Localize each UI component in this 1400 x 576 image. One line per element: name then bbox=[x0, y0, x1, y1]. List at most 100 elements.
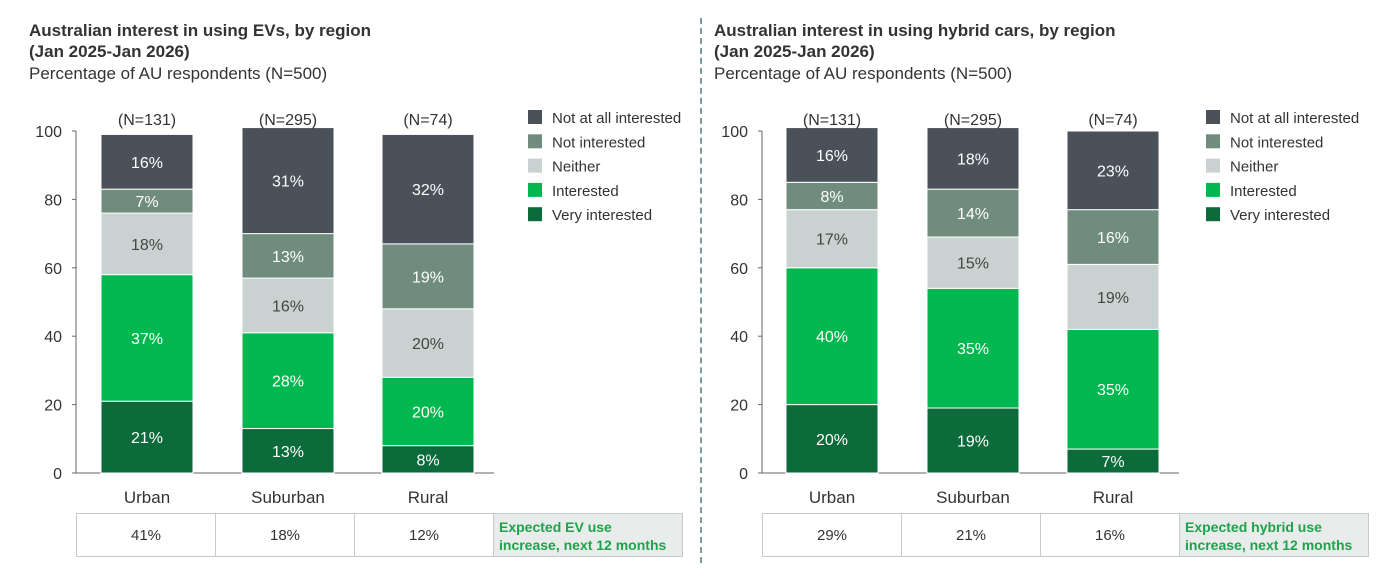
bar-segment-suburban-interested bbox=[241, 332, 335, 430]
y-tick-label: 100 bbox=[721, 124, 748, 141]
data-label: 17% bbox=[816, 232, 848, 249]
bar-segment-urban-interested bbox=[785, 267, 879, 406]
footer-label-line1: Expected EV use bbox=[499, 519, 612, 535]
x-tick-label: Rural bbox=[1093, 488, 1134, 507]
legend-label-not-at-all-interested: Not at all interested bbox=[1230, 110, 1359, 127]
y-tick-label: 80 bbox=[44, 192, 62, 209]
hybrid-interest-panel: Australian interest in using hybrid cars… bbox=[700, 0, 1390, 576]
footer-label: Expected EV use increase, next 12 months bbox=[493, 513, 683, 557]
y-tick-label: 100 bbox=[35, 124, 62, 141]
legend-swatch-not-at-all-interested bbox=[528, 110, 542, 124]
sample-size-label: (N=295) bbox=[259, 112, 317, 129]
bar-segment-rural-not-interested bbox=[381, 243, 475, 310]
bar-segment-urban-very-interested bbox=[785, 404, 879, 474]
legend-swatch-very-interested bbox=[1206, 207, 1220, 222]
bar-segment-suburban-not-at-all-interested bbox=[241, 127, 335, 235]
legend-label-interested: Interested bbox=[552, 183, 619, 200]
data-label: 19% bbox=[957, 434, 989, 451]
bar-segment-suburban-not-interested bbox=[926, 188, 1020, 238]
data-label: 13% bbox=[272, 249, 304, 266]
legend-swatch-not-at-all-interested bbox=[1206, 110, 1220, 124]
bar-segment-suburban-very-interested bbox=[241, 428, 335, 474]
legend-label-not-interested: Not interested bbox=[552, 134, 645, 151]
legend-swatch-neither bbox=[528, 158, 542, 173]
data-label: 20% bbox=[816, 432, 848, 449]
bar-segment-rural-neither bbox=[1066, 263, 1160, 330]
bar-segment-rural-very-interested bbox=[381, 445, 475, 474]
y-tick-label: 40 bbox=[44, 329, 62, 346]
chart-title-line1: Australian interest in using EVs, by reg… bbox=[29, 21, 371, 40]
sample-size-label: (N=74) bbox=[403, 112, 452, 129]
ev-interest-panel: Australian interest in using EVs, by reg… bbox=[0, 0, 690, 576]
footer-value-urban: 29% bbox=[762, 513, 902, 557]
data-label: 16% bbox=[272, 298, 304, 315]
chart-title-line2: (Jan 2025-Jan 2026) bbox=[714, 42, 875, 61]
legend-swatch-interested bbox=[1206, 182, 1220, 197]
footer-value-suburban: 21% bbox=[901, 513, 1041, 557]
sample-size-label: (N=295) bbox=[944, 112, 1002, 129]
bar-segment-urban-not-at-all-interested bbox=[785, 127, 879, 183]
footer-value-rural: 16% bbox=[1040, 513, 1180, 557]
data-label: 16% bbox=[1097, 230, 1129, 247]
bar-segment-rural-interested bbox=[381, 376, 475, 447]
data-label: 19% bbox=[412, 269, 444, 286]
bar-segment-urban-interested bbox=[100, 274, 194, 402]
bar-segment-urban-not-at-all-interested bbox=[100, 133, 194, 190]
footer-value-rural: 12% bbox=[354, 513, 494, 557]
data-label: 31% bbox=[272, 174, 304, 191]
x-tick-label: Rural bbox=[408, 488, 449, 507]
sample-size-label: (N=131) bbox=[118, 112, 176, 129]
ev-stacked-bar-chart: 0 20 40 60 80 100 21% 37% 18% 7% 16% Urban (N=131) 13… bbox=[35, 110, 681, 507]
data-label: 19% bbox=[1097, 290, 1129, 307]
bar-segment-rural-interested bbox=[1066, 328, 1160, 450]
hybrid-stacked-bar-chart: 0 20 40 60 80 100 20% 40% 17% 8% 16% Urban (N=131) 19… bbox=[721, 110, 1359, 507]
y-tick-label: 80 bbox=[730, 192, 748, 209]
data-label: 40% bbox=[816, 329, 848, 346]
bar-segment-urban-neither bbox=[785, 209, 879, 269]
y-tick-label: 20 bbox=[44, 398, 62, 415]
data-label: 23% bbox=[1097, 163, 1129, 180]
panel-divider bbox=[700, 18, 702, 563]
data-label: 13% bbox=[272, 444, 304, 461]
data-label: 16% bbox=[816, 148, 848, 165]
bar-segment-suburban-not-interested bbox=[241, 233, 335, 279]
legend-swatch-very-interested bbox=[528, 207, 542, 222]
data-label: 20% bbox=[412, 404, 444, 421]
data-label: 8% bbox=[820, 189, 843, 206]
data-label: 7% bbox=[1101, 454, 1124, 471]
chart-title-line2: (Jan 2025-Jan 2026) bbox=[29, 42, 190, 61]
footer-label-line1: Expected hybrid use bbox=[1185, 519, 1322, 535]
data-label: 14% bbox=[957, 206, 989, 223]
bar-segment-rural-not-interested bbox=[1066, 209, 1160, 265]
y-tick-label: 0 bbox=[53, 466, 62, 483]
bar-segment-suburban-neither bbox=[926, 236, 1020, 289]
ev-footer-table: 41% 18% 12% Expected EV use increase, ne… bbox=[76, 513, 683, 557]
y-tick-label: 20 bbox=[730, 398, 748, 415]
footer-label-line2: increase, next 12 months bbox=[1185, 537, 1353, 553]
legend-swatch-not-interested bbox=[528, 134, 542, 149]
chart-subtitle: Percentage of AU respondents (N=500) bbox=[714, 64, 1013, 83]
chart-title: Australian interest in using hybrid cars… bbox=[714, 20, 1115, 62]
data-label: 21% bbox=[131, 430, 163, 447]
y-tick-label: 40 bbox=[730, 329, 748, 346]
x-tick-label: Urban bbox=[124, 488, 170, 507]
bar-segment-urban-not-interested bbox=[785, 181, 879, 211]
legend-label-not-interested: Not interested bbox=[1230, 134, 1323, 151]
legend-label-not-at-all-interested: Not at all interested bbox=[552, 110, 681, 127]
footer-label: Expected hybrid use increase, next 12 mo… bbox=[1179, 513, 1369, 557]
chart-title-line1: Australian interest in using hybrid cars… bbox=[714, 21, 1116, 40]
bar-segment-suburban-very-interested bbox=[926, 407, 1020, 474]
footer-value-suburban: 18% bbox=[215, 513, 355, 557]
x-tick-label: Urban bbox=[809, 488, 855, 507]
bar-segment-rural-neither bbox=[381, 308, 475, 378]
legend-label-very-interested: Very interested bbox=[552, 207, 652, 224]
legend-swatch-neither bbox=[1206, 158, 1220, 173]
hybrid-footer-table: 29% 21% 16% Expected hybrid use increase… bbox=[762, 513, 1369, 557]
y-tick-label: 0 bbox=[739, 466, 748, 483]
chart-title: Australian interest in using EVs, by reg… bbox=[29, 20, 371, 62]
y-tick-label: 60 bbox=[44, 261, 62, 278]
y-tick-label: 60 bbox=[730, 261, 748, 278]
data-label: 37% bbox=[131, 331, 163, 348]
sample-size-label: (N=131) bbox=[803, 112, 861, 129]
data-label: 7% bbox=[135, 194, 158, 211]
